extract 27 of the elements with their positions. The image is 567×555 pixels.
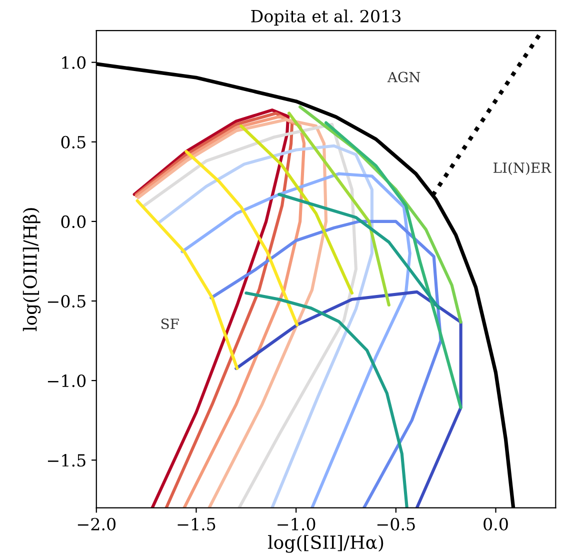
line-series	[278, 192, 440, 310]
chart-title: Dopita et al. 2013	[251, 10, 401, 26]
y-tick-label: 1.0	[62, 56, 86, 69]
x-tick-label: −2.0	[78, 518, 116, 530]
annotation: AGN	[387, 72, 420, 82]
line-series	[244, 292, 408, 508]
line-series	[142, 122, 358, 508]
annotation: SF	[161, 318, 179, 330]
x-axis-title: log([SII]/Hα)	[268, 535, 384, 553]
y-tick-label: 0.0	[61, 215, 86, 228]
y-tick-label: −1.5	[48, 454, 86, 467]
annotation: LI(N)ER	[494, 162, 552, 175]
x-tick-label: −1.0	[278, 518, 316, 530]
y-tick-label: 0.5	[61, 136, 86, 148]
y-tick-label: −0.5	[48, 294, 86, 308]
line-series	[136, 199, 239, 370]
line-series	[156, 144, 374, 508]
line-series	[240, 124, 354, 295]
x-tick-label: 0.0	[484, 518, 508, 530]
x-tick-label: −1.5	[178, 518, 216, 530]
y-tick-label: −1.0	[48, 374, 86, 388]
line-series	[234, 290, 462, 508]
line-series	[180, 172, 412, 508]
line-series	[184, 150, 299, 326]
line-series	[324, 121, 462, 410]
y-axis-title: log([OIII]/Hβ)	[22, 208, 41, 332]
x-tick-label: −0.5	[377, 518, 415, 530]
